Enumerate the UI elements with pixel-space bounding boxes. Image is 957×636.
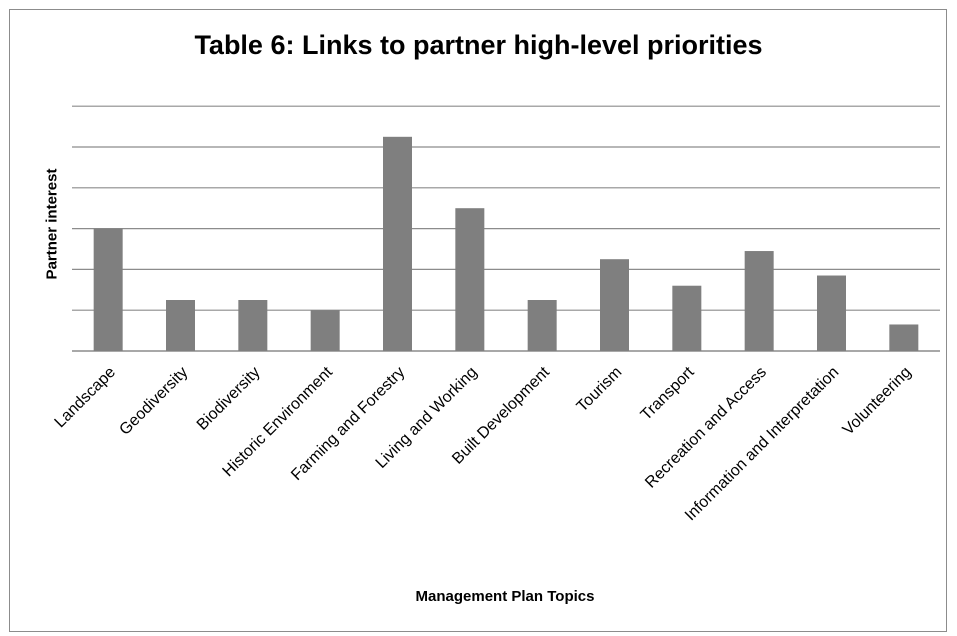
bar	[93, 228, 123, 351]
bar	[672, 285, 702, 351]
x-tick-label: Volunteering	[840, 364, 915, 439]
bar	[527, 300, 557, 351]
bar	[455, 208, 485, 351]
bar	[889, 324, 919, 351]
x-axis-label: Management Plan Topics	[415, 588, 595, 605]
bar	[817, 275, 846, 351]
bar	[600, 259, 629, 351]
x-tick-label: Transport	[638, 363, 698, 423]
chart-title: Table 6: Links to partner high-level pri…	[194, 30, 763, 60]
bar	[238, 300, 268, 351]
x-tick-label: Recreation and Access	[642, 364, 770, 492]
bar	[166, 300, 195, 351]
bar	[744, 251, 774, 351]
x-tick-label: Biodiversity	[194, 364, 264, 434]
x-tick-label: Geodiversity	[116, 364, 191, 439]
x-tick-label: Landscape	[52, 364, 119, 431]
bar	[383, 136, 412, 351]
bar	[310, 310, 340, 351]
x-tick-label: Tourism	[574, 364, 626, 416]
x-tick-label: Information and Interpretation	[682, 364, 842, 524]
